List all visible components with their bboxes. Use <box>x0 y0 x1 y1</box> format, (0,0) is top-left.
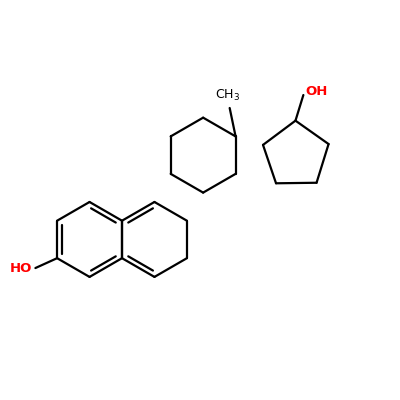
Text: HO: HO <box>10 262 32 275</box>
Text: OH: OH <box>305 85 328 98</box>
Text: CH$_3$: CH$_3$ <box>215 88 240 103</box>
